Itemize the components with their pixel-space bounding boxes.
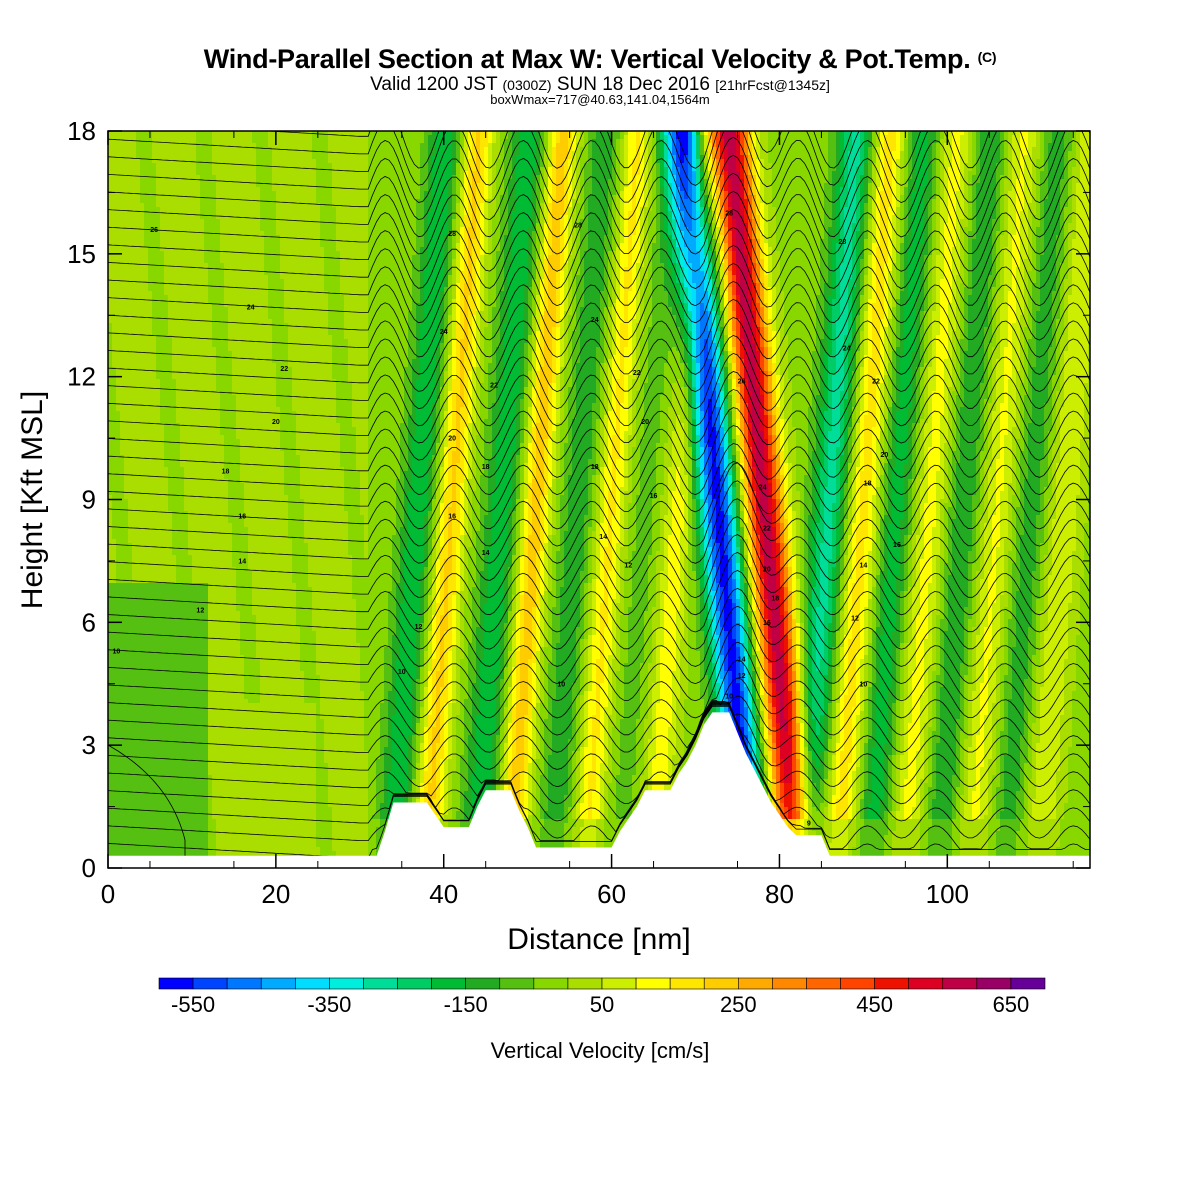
colorbar-swatch [159,978,193,989]
isentrope-label: 16 [893,542,901,549]
colorbar-tick-label: 450 [856,992,893,1017]
isentrope-label: 12 [415,624,423,631]
x-axis-label: Distance [nm] [507,923,690,956]
isentrope-label: 14 [238,558,246,565]
colorbar-swatch [977,978,1011,989]
isentrope-label: 20 [763,567,771,574]
isentrope-label: 18 [771,595,779,602]
colorbar-swatch [466,978,500,989]
isentrope-label: 9 [807,820,811,827]
isentrope-label: 12 [624,563,632,570]
colorbar-swatch [841,978,875,989]
y-tick-label: 9 [82,485,96,515]
colorbar-swatch [398,978,432,989]
x-tick-label: 20 [261,879,290,909]
cross-section-chart: 26 24 22 20 18 16 14 12 10 28 24 22 20 18 16 14 12 10 28 24… [0,0,1200,1200]
isentrope-label: 12 [738,673,746,680]
colorbar-tick-label: 650 [993,992,1030,1017]
isentrope-label: 24 [440,329,448,336]
colorbar-swatch [568,978,602,989]
isentrope-label: 16 [448,513,456,520]
colorbar-swatch [363,978,397,989]
x-tick-label: 80 [765,879,794,909]
isentrope-label: 18 [222,468,230,475]
isentrope-label: 16 [238,513,246,520]
colorbar-swatch [602,978,636,989]
x-tick-label: 60 [597,879,626,909]
colorbar-swatch [772,978,806,989]
isentrope-label: 10 [557,681,565,688]
colorbar-swatch [738,978,772,989]
colorbar-swatch [670,978,704,989]
isentrope-label: 22 [280,366,288,373]
colorbar-swatch [500,978,534,989]
colorbar-swatch [875,978,909,989]
isentrope-label: 10 [725,694,733,701]
isentrope-label: 22 [872,378,880,385]
isentrope-label: 22 [763,526,771,533]
isentrope-label: 24 [591,317,599,324]
colorbar-swatch [1011,978,1045,989]
isentrope-label: 20 [448,436,456,443]
colorbar-swatch [432,978,466,989]
isentrope-label: 22 [490,382,498,389]
colorbar-swatch [909,978,943,989]
isentrope-label: 18 [864,481,872,488]
y-tick-label: 12 [67,362,96,392]
colorbar-tick-label: 250 [720,992,757,1017]
isentrope-label: 18 [591,464,599,471]
colorbar-label: Vertical Velocity [cm/s] [491,1038,710,1063]
velocity-field [108,131,1093,872]
isentrope-label: 22 [633,370,641,377]
isentrope-label: 16 [650,493,658,500]
colorbar-swatch [704,978,738,989]
x-tick-label: 0 [101,879,115,909]
isentrope-label: 12 [851,616,859,623]
y-tick-label: 6 [82,607,96,637]
colorbar-swatch [534,978,568,989]
colorbar: -550 -350 -150 50 250 450 650 [159,978,1045,1017]
isentrope-label: 28 [574,223,582,230]
colorbar-tick-label: -350 [307,992,351,1017]
y-tick-label: 18 [67,116,96,146]
isentrope-label: 24 [759,485,767,492]
isentrope-label: 12 [196,608,204,615]
isentrope-label: 18 [482,464,490,471]
isentrope-label: 26 [150,227,158,234]
isentrope-label: 20 [880,452,888,459]
isentrope-label: 14 [859,563,867,570]
isentrope-label: 14 [482,550,490,557]
x-tick-label: 40 [429,879,458,909]
colorbar-swatch [636,978,670,989]
colorbar-swatch [227,978,261,989]
y-tick-label: 15 [67,239,96,269]
colorbar-swatch [193,978,227,989]
isentrope-label: 26 [738,378,746,385]
colorbar-tick-label: -550 [171,992,215,1017]
isentrope-label: 28 [839,239,847,246]
colorbar-swatch [806,978,840,989]
colorbar-tick-label: 50 [590,992,614,1017]
isentrope-label: 16 [763,620,771,627]
isentrope-label: 24 [843,346,851,353]
x-tick-label: 100 [926,879,969,909]
colorbar-swatch [943,978,977,989]
isentrope-label: 28 [448,231,456,238]
y-tick-label: 3 [82,730,96,760]
isentrope-label: 20 [272,419,280,426]
isentrope-label: 14 [599,534,607,541]
y-axis-label: Height [Kft MSL] [16,391,49,609]
isentrope-label: 20 [641,419,649,426]
colorbar-swatch [261,978,295,989]
isentrope-label: 14 [738,657,746,664]
colorbar-swatch [329,978,363,989]
isentrope-label: 24 [247,305,255,312]
isentrope-label: 28 [725,210,733,217]
y-tick-label: 0 [82,853,96,883]
colorbar-tick-label: -150 [444,992,488,1017]
colorbar-swatch [295,978,329,989]
isentrope-label: 10 [398,669,406,676]
isentrope-label: 10 [859,681,867,688]
isentrope-label: 10 [112,648,120,655]
